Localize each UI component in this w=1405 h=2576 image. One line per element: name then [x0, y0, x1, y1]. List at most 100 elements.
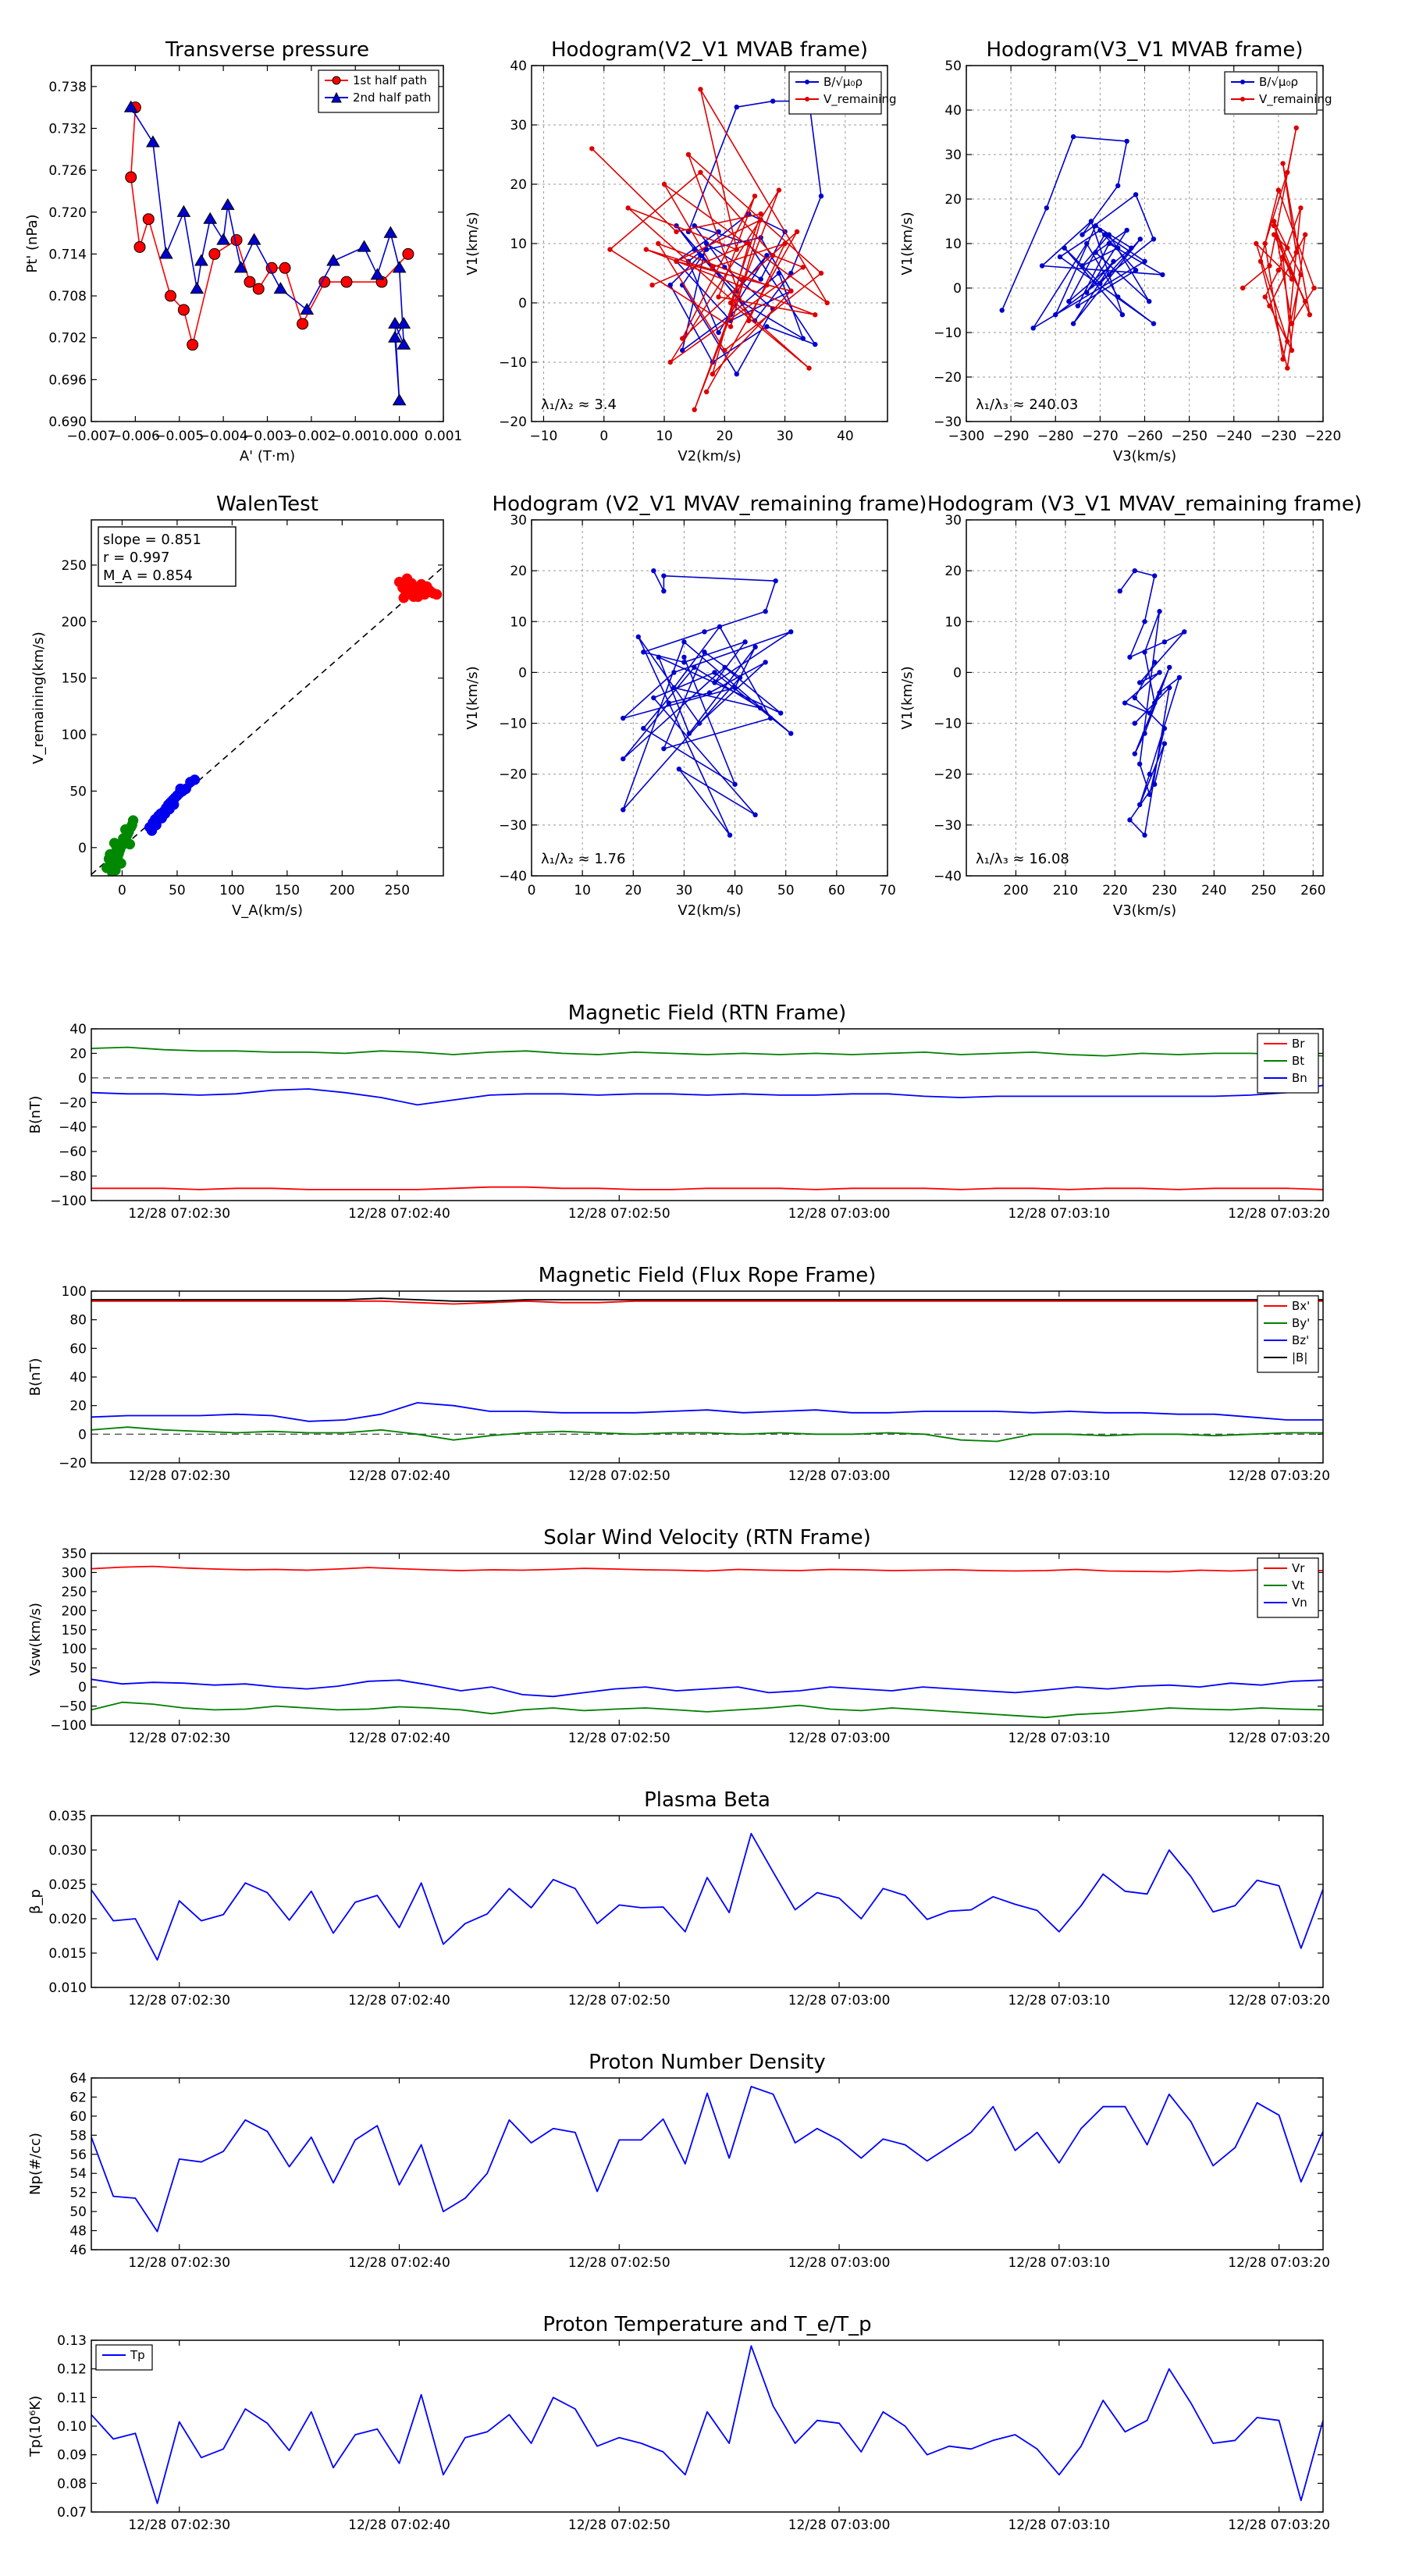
data-point	[1127, 817, 1133, 823]
data-point	[788, 288, 794, 294]
data-point	[1285, 339, 1290, 344]
series-line-Bt	[91, 1046, 1323, 1057]
x-tick-label: 12/28 07:03:10	[1008, 2517, 1110, 2533]
x-tick-label: 50	[777, 883, 795, 898]
series-group	[91, 1565, 1323, 1719]
data-point	[621, 756, 626, 762]
data-point	[1030, 326, 1036, 331]
y-axis-label: V1(km/s)	[899, 666, 916, 729]
data-point	[773, 578, 778, 584]
data-point	[1167, 685, 1172, 691]
data-point	[1289, 276, 1295, 282]
legend-box	[1257, 1557, 1319, 1618]
y-tick-label: −100	[50, 1718, 87, 1734]
data-point	[737, 674, 743, 681]
data-point	[1066, 298, 1072, 304]
data-point	[758, 217, 763, 222]
x-tick-label: 150	[275, 883, 300, 898]
data-point	[1293, 125, 1299, 130]
y-tick-label: 0.08	[57, 2476, 87, 2492]
data-point	[764, 324, 770, 329]
data-point	[1151, 781, 1158, 787]
data-point	[216, 233, 230, 245]
legend: Vr Vt Vn	[1257, 1557, 1319, 1618]
y-tick-label: 300	[62, 1565, 87, 1581]
data-point	[1132, 720, 1138, 726]
data-point	[1147, 298, 1152, 304]
series-group	[621, 568, 794, 838]
legend-marker	[332, 76, 341, 85]
y-tick-label: 0.035	[48, 1809, 87, 1824]
data-point	[119, 824, 131, 835]
plot-frame	[91, 519, 444, 877]
chart-magnetic-field-flux-rope: Magnetic Field (Flux Rope Frame) −20 0 20 40…	[27, 1264, 1330, 1484]
data-point	[752, 194, 758, 199]
x-axis-label: V2(km/s)	[678, 902, 741, 919]
y-tick-label: −100	[50, 1194, 87, 1209]
y-tick-label: 50	[69, 1661, 87, 1677]
data-point	[1106, 240, 1112, 247]
legend-label: B/√μ₀ρ	[823, 75, 863, 89]
stat-line: slope = 0.851	[103, 532, 201, 548]
x-tick-label: 260	[1300, 883, 1325, 898]
data-point	[388, 330, 402, 343]
series-line-Vn	[91, 1678, 1323, 1698]
legend-label: V_remaining	[823, 92, 897, 107]
legend-label: 2nd half path	[353, 91, 431, 105]
data-point	[661, 589, 667, 594]
data-point	[681, 639, 687, 645]
y-tick-label: −20	[59, 1456, 87, 1471]
data-point	[1137, 237, 1143, 242]
data-point	[233, 261, 248, 273]
y-axis-label: V1(km/s)	[899, 212, 916, 275]
series-line-By'	[91, 1426, 1323, 1443]
x-tick-label: −0.005	[155, 429, 204, 444]
x-tick-label: −0.003	[243, 429, 292, 444]
data-point	[763, 660, 768, 665]
data-point	[824, 300, 830, 306]
y-tick-label: 48	[69, 2224, 87, 2240]
data-point	[1289, 347, 1295, 353]
plot-frame	[966, 519, 1324, 877]
x-tick-label: 40	[837, 429, 854, 444]
y-tick-label: −30	[499, 818, 527, 834]
data-point	[326, 254, 340, 266]
data-point	[999, 308, 1005, 313]
data-point	[651, 568, 656, 574]
data-point	[692, 407, 697, 412]
data-point	[1097, 227, 1103, 233]
data-point	[692, 664, 697, 671]
legend-box	[1257, 1295, 1319, 1373]
x-tick-label: 30	[676, 883, 693, 898]
y-axis-label: Pt' (nPa)	[24, 214, 41, 272]
data-point	[1115, 294, 1121, 300]
x-tick-label: 40	[727, 883, 744, 898]
y-tick-label: −10	[499, 355, 527, 371]
data-point	[1289, 321, 1295, 326]
y-tick-label: 30	[510, 513, 527, 528]
data-point	[1142, 649, 1147, 655]
y-tick-label: 0.720	[48, 205, 87, 221]
x-tick-label: 12/28 07:02:40	[348, 2517, 450, 2533]
y-tick-label: −80	[59, 1169, 87, 1185]
y-axis-label: V1(km/s)	[464, 212, 481, 275]
y-tick-label: 0.702	[48, 331, 87, 347]
data-point	[1167, 664, 1172, 671]
data-point	[742, 639, 748, 645]
series-line-Np	[91, 2086, 1323, 2233]
data-point	[1106, 232, 1112, 237]
series-line-Bz'	[91, 1402, 1323, 1422]
x-tick-label: −270	[1082, 429, 1119, 444]
chart-plasma-beta: Plasma Beta 0.010 0.015 0.020 0.025 0.030 0.03…	[27, 1788, 1330, 2008]
x-tick-label: 0	[118, 883, 126, 898]
plot-area	[91, 1029, 1323, 1201]
data-point	[681, 654, 687, 660]
y-tick-label: −10	[934, 717, 962, 732]
data-point	[1151, 700, 1158, 706]
stat-line: M_A = 0.854	[103, 568, 193, 584]
data-point	[203, 212, 218, 224]
x-tick-label: 30	[777, 429, 794, 444]
data-point	[1093, 250, 1098, 255]
data-point	[175, 783, 186, 795]
data-point	[247, 233, 261, 245]
